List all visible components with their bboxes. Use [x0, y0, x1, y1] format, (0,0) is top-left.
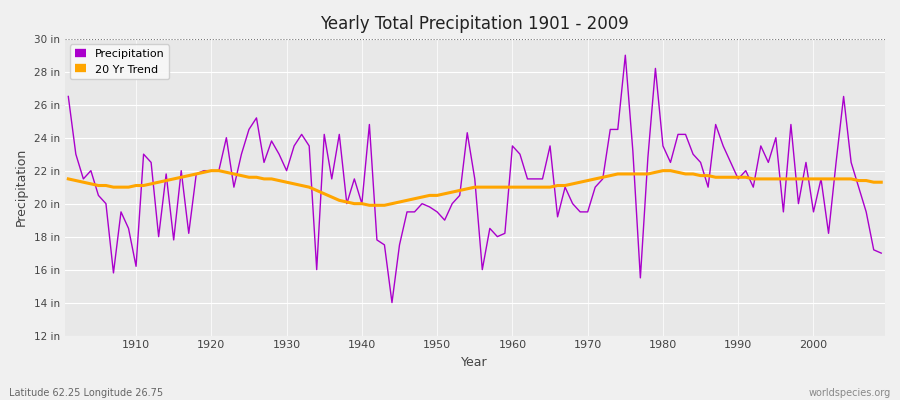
Precipitation	[876, 251, 886, 256]
Precipitation	[507, 144, 517, 148]
Line: Precipitation: Precipitation	[68, 55, 881, 302]
20 Yr Trend	[364, 203, 374, 208]
Precipitation	[289, 144, 300, 148]
20 Yr Trend	[612, 172, 623, 176]
Precipitation	[620, 53, 631, 58]
Precipitation	[515, 152, 526, 156]
Text: Latitude 62.25 Longitude 26.75: Latitude 62.25 Longitude 26.75	[9, 388, 163, 398]
20 Yr Trend	[341, 200, 352, 204]
Line: 20 Yr Trend: 20 Yr Trend	[68, 171, 881, 205]
Precipitation	[605, 127, 616, 132]
20 Yr Trend	[63, 176, 74, 181]
Precipitation	[334, 132, 345, 137]
Legend: Precipitation, 20 Yr Trend: Precipitation, 20 Yr Trend	[70, 44, 168, 79]
20 Yr Trend	[123, 185, 134, 190]
Precipitation	[63, 94, 74, 99]
Text: worldspecies.org: worldspecies.org	[809, 388, 891, 398]
20 Yr Trend	[296, 183, 307, 188]
Precipitation	[123, 226, 134, 231]
Title: Yearly Total Precipitation 1901 - 2009: Yearly Total Precipitation 1901 - 2009	[320, 15, 629, 33]
X-axis label: Year: Year	[462, 356, 488, 369]
Precipitation	[387, 300, 398, 305]
Y-axis label: Precipitation: Precipitation	[15, 148, 28, 226]
20 Yr Trend	[515, 185, 526, 190]
20 Yr Trend	[876, 180, 886, 185]
20 Yr Trend	[522, 185, 533, 190]
20 Yr Trend	[206, 168, 217, 173]
